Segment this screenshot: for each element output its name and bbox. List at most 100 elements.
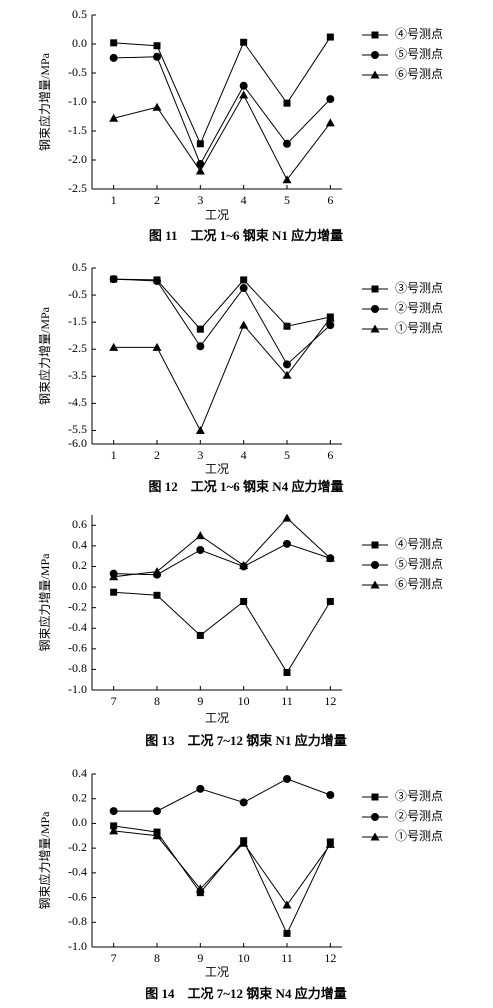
y-tick-label: -0.2	[68, 840, 87, 854]
data-point	[283, 774, 291, 783]
legend-label: ②号测点	[395, 809, 443, 823]
data-point	[282, 513, 292, 522]
series-line	[113, 825, 331, 935]
y-tick-label: 0.2	[72, 558, 87, 572]
y-tick-label: -0.8	[68, 661, 87, 675]
legend-marker	[371, 31, 379, 39]
data-point	[109, 113, 119, 122]
y-tick-label: -0.8	[68, 914, 87, 928]
data-point	[325, 313, 335, 322]
legend-marker	[371, 561, 379, 569]
legend-label: ④号测点	[395, 537, 443, 551]
data-point	[195, 531, 205, 540]
legend-marker	[370, 324, 380, 333]
data-point	[239, 560, 249, 569]
data-point	[283, 99, 291, 107]
data-point	[239, 81, 248, 90]
y-axis-label: 钢束应力增量/MPa	[37, 52, 52, 151]
legend-label: ④号测点	[395, 27, 443, 41]
data-point	[153, 591, 161, 599]
y-tick-label: -0.4	[68, 865, 87, 879]
y-tick-label: 0.0	[72, 36, 87, 50]
data-point	[239, 320, 249, 329]
data-point	[283, 139, 291, 148]
y-tick-label: -0.6	[68, 641, 87, 655]
legend-marker	[371, 305, 379, 313]
data-point	[110, 588, 118, 596]
y-tick-label: -6.0	[68, 436, 87, 450]
data-point	[240, 597, 248, 605]
y-tick-label: -1.0	[68, 682, 87, 696]
data-point	[153, 42, 161, 50]
x-tick-label: 1	[111, 448, 117, 462]
data-point	[283, 322, 291, 330]
x-tick-label: 6	[327, 448, 333, 462]
data-point	[282, 900, 292, 909]
data-point	[326, 95, 335, 104]
x-tick-label: 5	[284, 448, 290, 462]
data-point	[283, 539, 291, 548]
data-point	[239, 798, 248, 807]
y-tick-label: 0.2	[72, 790, 87, 804]
y-tick-label: -2.0	[68, 152, 87, 166]
data-point	[239, 838, 249, 847]
series-line	[113, 517, 331, 578]
x-tick-label: 4	[241, 448, 247, 462]
x-tick-label: 3	[197, 448, 203, 462]
chart-title: 图 13 工况 7~12 钢束 N1 应力增量	[145, 733, 346, 748]
data-point	[283, 360, 291, 369]
y-tick-label: -3.5	[68, 368, 87, 382]
x-tick-label: 7	[111, 951, 117, 965]
x-tick-label: 8	[154, 694, 160, 708]
data-point	[153, 276, 161, 285]
x-tick-label: 10	[238, 694, 250, 708]
chart-title: 图 11 工况 1~6 钢束 N1 应力增量	[149, 228, 343, 243]
legend-marker	[371, 793, 379, 801]
data-point	[196, 784, 205, 793]
data-point	[325, 553, 335, 562]
legend-label: ⑤号测点	[395, 47, 443, 61]
x-tick-label: 2	[154, 193, 160, 207]
y-tick-label: 0.6	[72, 517, 87, 531]
series-line	[113, 56, 331, 166]
data-point	[326, 597, 334, 605]
data-point	[110, 822, 118, 830]
legend-label: ①号测点	[395, 829, 443, 843]
data-point	[110, 39, 118, 47]
data-point	[240, 38, 248, 46]
x-tick-label: 12	[324, 694, 336, 708]
legend-marker	[371, 541, 379, 549]
y-tick-label: -4.5	[68, 395, 87, 409]
series-line	[113, 830, 331, 906]
x-axis-label: 工况	[205, 208, 229, 222]
data-point	[325, 118, 335, 127]
series-line	[113, 36, 331, 146]
y-tick-label: 0.0	[72, 815, 87, 829]
data-point	[240, 276, 248, 284]
legend-marker	[370, 70, 380, 79]
y-axis-label: 钢束应力增量/MPa	[37, 306, 52, 405]
x-tick-label: 5	[284, 193, 290, 207]
x-tick-label: 6	[327, 193, 333, 207]
series-line	[113, 317, 331, 432]
y-tick-label: -2.5	[68, 341, 87, 355]
y-tick-label: 0.4	[72, 766, 87, 780]
data-point	[152, 342, 162, 351]
y-tick-label: 0.0	[72, 579, 87, 593]
data-point	[195, 425, 205, 434]
x-tick-label: 9	[197, 951, 203, 965]
y-tick-label: -1.5	[68, 123, 87, 137]
x-tick-label: 1	[111, 193, 117, 207]
data-point	[195, 884, 205, 893]
legend-label: ③号测点	[395, 789, 443, 803]
data-point	[196, 889, 204, 897]
data-point	[109, 572, 119, 581]
series-line	[113, 278, 331, 330]
data-point	[283, 669, 291, 676]
legend-label: ③号测点	[395, 281, 443, 295]
x-tick-label: 11	[281, 694, 293, 708]
data-point	[196, 325, 204, 333]
x-axis-label: 工况	[205, 965, 229, 979]
y-tick-label: -1.5	[68, 314, 87, 328]
